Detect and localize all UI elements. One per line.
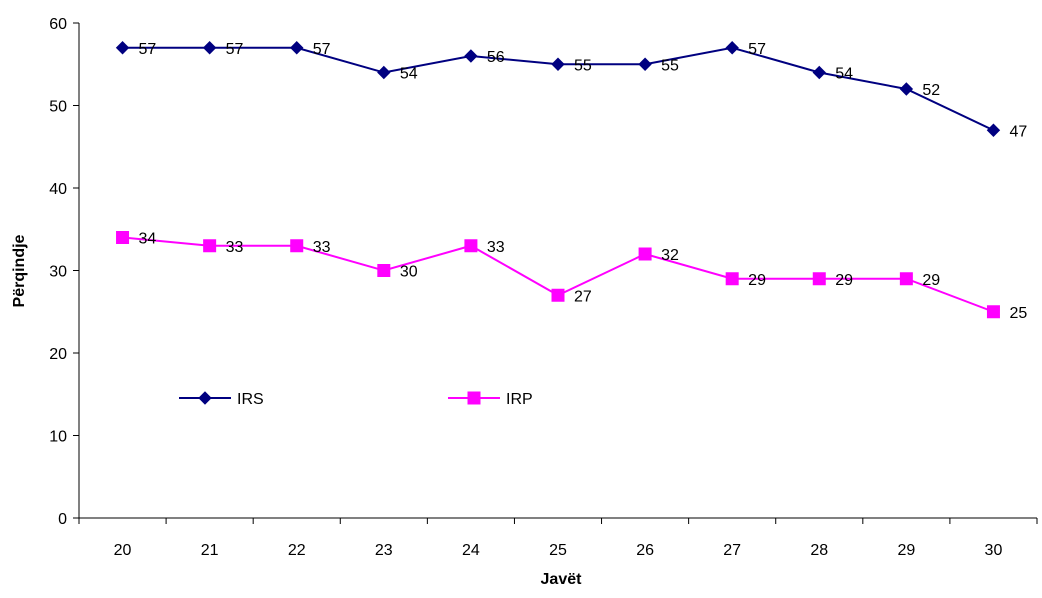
data-point-irs [377, 65, 391, 80]
x-tick-label: 22 [288, 542, 306, 559]
data-label-irs: 52 [922, 82, 940, 99]
data-label-irp: 32 [661, 247, 679, 264]
data-label-irs: 57 [139, 41, 157, 58]
data-label-irs: 54 [835, 66, 853, 83]
data-point-irp [899, 272, 913, 286]
x-tick-label: 28 [810, 542, 828, 559]
data-point-irp [203, 239, 217, 253]
data-point-irs [986, 123, 1001, 137]
series-irs: 57 57 57 54 56 55 55 57 54 52 47 [115, 41, 1027, 140]
data-label-irp: 29 [835, 272, 853, 289]
x-tick-label: 29 [897, 542, 915, 559]
series-layer: 57 57 57 54 56 55 55 57 54 52 47 34 33 33 30 33 27 32 29 29… [115, 41, 1027, 322]
x-tick-label: 20 [114, 542, 132, 559]
legend-item-irp: IRP [448, 391, 533, 408]
data-point-irs [551, 57, 565, 71]
legend-marker-irs [198, 391, 212, 405]
y-tick-label: 50 [49, 99, 67, 116]
x-tick-label: 26 [636, 542, 654, 559]
series-irp: 34 33 33 30 33 27 32 29 29 29 25 [116, 231, 1027, 322]
data-point-irp [464, 239, 478, 253]
y-tick-label: 10 [49, 429, 67, 446]
x-tick-label: 30 [985, 542, 1003, 559]
x-tick-label: 21 [201, 542, 219, 559]
legend: IRS IRP [179, 391, 533, 408]
data-point-irs [638, 57, 652, 71]
legend-label-irp: IRP [506, 391, 533, 408]
data-point-irp [638, 247, 652, 261]
data-label-irs: 55 [661, 57, 679, 74]
data-point-irs [464, 49, 478, 63]
legend-item-irs: IRS [179, 391, 264, 408]
y-tick-label: 40 [49, 181, 67, 198]
y-axis-title: Përqindje [11, 234, 28, 307]
data-label-irs: 57 [226, 41, 244, 58]
x-tick-label: 23 [375, 542, 393, 559]
data-point-irp [812, 272, 826, 286]
legend-label-irs: IRS [237, 391, 264, 408]
data-point-irp [377, 264, 391, 277]
y-tick-label: 20 [49, 346, 67, 363]
data-label-irs: 54 [400, 66, 418, 83]
data-label-irp: 29 [748, 272, 766, 289]
y-tick-label: 30 [49, 264, 67, 281]
y-tick-label: 60 [49, 16, 67, 33]
data-label-irp: 25 [1009, 305, 1027, 322]
data-label-irs: 56 [487, 49, 505, 66]
data-point-irs [115, 41, 130, 55]
data-point-irs [725, 41, 739, 55]
data-label-irp: 29 [922, 272, 940, 289]
x-tick-label: 25 [549, 542, 567, 559]
data-point-irp [116, 231, 130, 244]
data-point-irp [986, 305, 1000, 319]
data-label-irp: 30 [400, 264, 418, 281]
data-label-irp: 33 [313, 239, 331, 256]
data-label-irp: 33 [487, 239, 505, 256]
data-label-irs: 47 [1009, 123, 1027, 140]
data-point-irs [812, 65, 826, 80]
data-point-irp [290, 239, 304, 253]
x-axis-title: Javët [541, 571, 583, 588]
data-label-irs: 57 [313, 41, 331, 58]
data-point-irs [290, 41, 304, 55]
y-tick-label: 0 [58, 511, 67, 528]
axes: 0 10 20 30 40 50 60 20 21 22 23 24 25 26 27 28 29 30 [49, 16, 1038, 559]
data-label-irp: 34 [139, 231, 157, 248]
x-tick-label: 27 [723, 542, 741, 559]
legend-marker-irp [467, 391, 481, 405]
data-point-irs [202, 41, 217, 55]
data-label-irp: 27 [574, 288, 592, 305]
data-label-irp: 33 [226, 239, 244, 256]
data-point-irs [899, 82, 914, 96]
data-point-irp [551, 288, 565, 302]
data-label-irs: 57 [748, 41, 766, 58]
x-tick-label: 24 [462, 542, 480, 559]
data-point-irp [725, 272, 739, 286]
data-label-irs: 55 [574, 57, 592, 74]
